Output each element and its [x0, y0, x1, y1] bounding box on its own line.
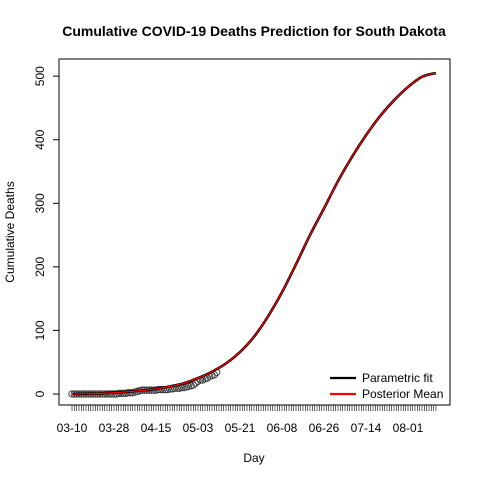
x-tick-label: 06-08 — [267, 421, 298, 435]
y-tick-label: 200 — [33, 257, 47, 277]
y-tick-label: 400 — [33, 129, 47, 149]
y-tick-label: 0 — [33, 390, 47, 397]
x-tick-label: 05-21 — [225, 421, 256, 435]
series-lines — [71, 71, 437, 396]
legend-label-posterior: Posterior Mean — [362, 387, 443, 401]
y-tick-label: 100 — [33, 320, 47, 340]
x-tick-label: 07-14 — [351, 421, 382, 435]
y-tick-label: 500 — [33, 66, 47, 86]
x-tick-label: 03-28 — [99, 421, 130, 435]
legend: Parametric fit Posterior Mean — [330, 371, 443, 401]
x-axis-label: Day — [243, 451, 264, 465]
plot-frame — [58, 58, 451, 406]
y-axis-label: Cumulative Deaths — [3, 181, 17, 282]
x-tick-label: 06-26 — [309, 421, 340, 435]
series-line-posterior — [71, 72, 437, 395]
x-axis: 03-10 03-28 04-15 05-03 05-21 06-08 06-26 07-14… — [57, 404, 437, 435]
y-axis: 0 100 200 300 400 500 — [33, 66, 60, 397]
legend-label-parametric: Parametric fit — [362, 371, 433, 385]
x-tick-label: 03-10 — [57, 421, 88, 435]
observed-point — [189, 381, 197, 389]
chart-title: Cumulative COVID-19 Deaths Prediction fo… — [62, 23, 446, 39]
y-tick-label: 300 — [33, 193, 47, 213]
x-tick-label: 08-01 — [393, 421, 424, 435]
x-tick-label: 05-03 — [183, 421, 214, 435]
series-line-parametric — [71, 71, 437, 396]
x-tick-label: 04-15 — [141, 421, 172, 435]
